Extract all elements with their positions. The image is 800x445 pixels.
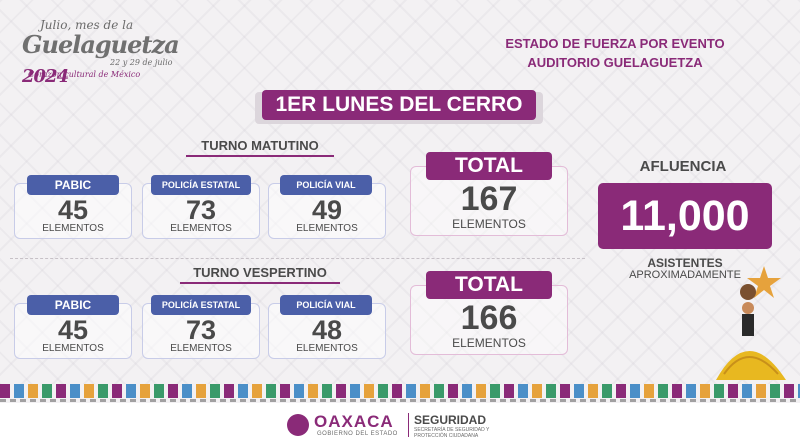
footer-seguridad: SEGURIDAD [414,413,487,427]
total-label: ELEMENTOS [452,217,526,231]
total-count: 167 [460,180,518,218]
unit-chip: POLICÍA VIAL [280,175,372,195]
unit-chip: POLICÍA VIAL [280,295,372,315]
logo-year: 2024 [22,66,69,87]
unit-chip: PABIC [27,175,119,195]
unit-label: ELEMENTOS [296,223,358,234]
unit-count: 45 [57,195,89,225]
guelaguetza-logo: Julio, mes de la Guelaguetza 2024 22 y 2… [22,18,182,90]
torso-icon [742,314,754,336]
event-title: 1ER LUNES DEL CERRO [262,90,536,120]
total-count: 166 [460,299,518,337]
header-title: ESTADO DE FUERZA POR EVENTO [505,36,725,51]
unit-count: 45 [57,315,89,345]
footer-secretaria-line2: PROTECCIÓN CIUDADANA [414,433,479,439]
unit-count: 48 [311,315,343,345]
unit-count: 73 [185,315,217,345]
attendance-sub2: APROXIMADAMENTE [629,269,741,281]
oaxaca-seal-icon [287,414,309,436]
unit-count: 73 [185,195,217,225]
unit-label: ELEMENTOS [42,223,104,234]
total-chip: TOTAL [426,271,552,299]
star-icon [747,266,781,298]
decorative-border [0,384,800,398]
shift-divider [10,258,585,259]
logo-line1: Julio, mes de la [40,18,134,32]
footer-separator [408,413,409,437]
unit-chip: POLICÍA ESTATAL [151,175,251,195]
shift-underline-evening [180,282,340,284]
unit-label: ELEMENTOS [170,343,232,354]
unit-chip: PABIC [27,295,119,315]
total-label: ELEMENTOS [452,336,526,350]
unit-label: ELEMENTOS [42,343,104,354]
footer [0,403,800,445]
shift-label-morning: TURNO MATUTINO [201,138,319,153]
logo-dates: 22 y 29 de julio [110,58,173,67]
unit-count: 49 [311,195,343,225]
basket-icon [740,284,756,300]
decorative-border-line [0,399,800,402]
dancer-illustration [716,266,786,380]
attendance-label: AFLUENCIA [639,158,727,175]
head-icon [742,302,754,314]
total-chip: TOTAL [426,152,552,180]
attendance-sub1: ASISTENTES [647,256,723,270]
shift-label-evening: TURNO VESPERTINO [193,265,327,280]
footer-gobierno: GOBIERNO DEL ESTADO [317,431,398,437]
skirt-pattern-icon [723,356,779,375]
footer-secretaria-line1: SECRETARÍA DE SEGURIDAD Y [414,427,490,433]
logo-tagline: Corazón cultural de México [28,70,141,79]
logo-line2: Guelaguetza 2024 [22,30,180,87]
skirt-icon [716,351,786,380]
unit-chip: POLICÍA ESTATAL [151,295,251,315]
unit-label: ELEMENTOS [296,343,358,354]
unit-label: ELEMENTOS [170,223,232,234]
shift-underline-morning [186,155,334,157]
header-venue: AUDITORIO GUELAGUETZA [527,55,703,70]
footer-oaxaca: OAXACA [314,412,394,431]
attendance-value: 11,000 [598,183,772,249]
